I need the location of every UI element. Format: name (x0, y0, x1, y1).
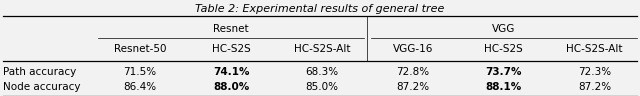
Text: HC-S2S: HC-S2S (484, 44, 523, 54)
Text: Resnet-50: Resnet-50 (114, 44, 166, 54)
Text: 68.3%: 68.3% (305, 67, 339, 77)
Text: 85.0%: 85.0% (305, 82, 339, 92)
Text: Path accuracy: Path accuracy (3, 67, 76, 77)
Text: Table 2: Experimental results of general tree: Table 2: Experimental results of general… (195, 4, 445, 14)
Text: Resnet: Resnet (213, 24, 249, 34)
Text: HC-S2S: HC-S2S (212, 44, 250, 54)
Text: VGG: VGG (492, 24, 515, 34)
Text: 86.4%: 86.4% (124, 82, 157, 92)
Text: 73.7%: 73.7% (485, 67, 522, 77)
Text: 88.1%: 88.1% (486, 82, 522, 92)
Text: HC-S2S-Alt: HC-S2S-Alt (566, 44, 623, 54)
Text: VGG-16: VGG-16 (392, 44, 433, 54)
Text: 72.8%: 72.8% (396, 67, 429, 77)
Text: 72.3%: 72.3% (578, 67, 611, 77)
Text: 87.2%: 87.2% (578, 82, 611, 92)
Text: 71.5%: 71.5% (124, 67, 157, 77)
Text: 88.0%: 88.0% (213, 82, 249, 92)
Text: 87.2%: 87.2% (396, 82, 429, 92)
Text: 74.1%: 74.1% (212, 67, 250, 77)
Text: Node accuracy: Node accuracy (3, 82, 81, 92)
Text: HC-S2S-Alt: HC-S2S-Alt (294, 44, 350, 54)
